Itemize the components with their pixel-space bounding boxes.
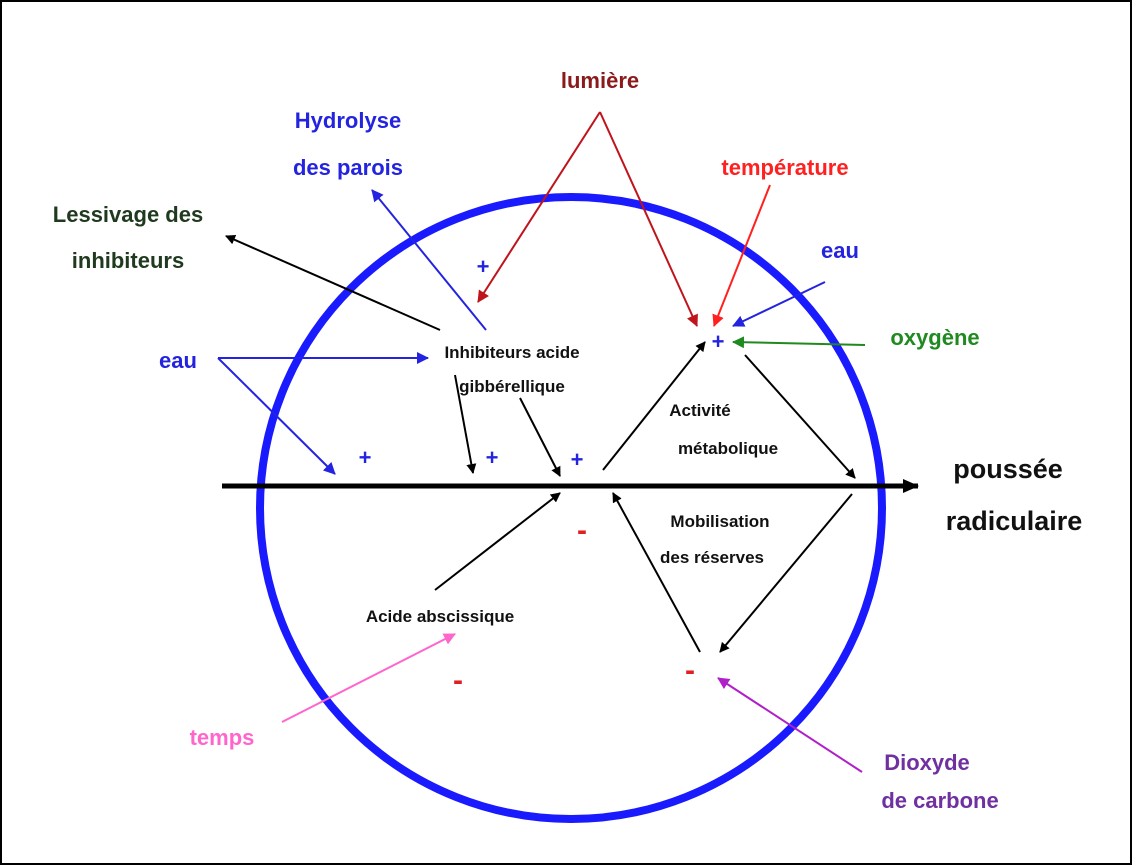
arrow	[732, 336, 866, 349]
arrow	[371, 189, 487, 331]
label: eau	[821, 238, 859, 263]
label: Mobilisation	[670, 512, 769, 531]
label: eau	[159, 348, 197, 373]
arrow	[519, 397, 561, 477]
label: inhibiteurs	[72, 248, 184, 273]
arrow	[217, 357, 336, 475]
arrow	[602, 341, 706, 471]
arrow	[454, 374, 477, 474]
plus-sign: +	[486, 445, 499, 470]
arrow	[477, 111, 601, 303]
minus-sign: -	[453, 664, 463, 697]
label: métabolique	[678, 439, 778, 458]
signs: + + + + + - - -	[359, 254, 725, 697]
labels: lumière Hydrolyse des parois température…	[53, 68, 1083, 813]
label: des parois	[293, 155, 403, 180]
label: Acide abscissique	[366, 607, 514, 626]
label: oxygène	[890, 325, 979, 350]
label: lumière	[561, 68, 639, 93]
arrows	[217, 111, 866, 773]
label: Inhibiteurs acide	[444, 343, 579, 362]
arrow	[744, 354, 856, 479]
label: gibbérellique	[459, 377, 565, 396]
seed-circle	[256, 193, 886, 823]
plus-sign: +	[712, 329, 725, 354]
arrow	[612, 492, 701, 653]
label: radiculaire	[946, 506, 1083, 536]
label: des réserves	[660, 548, 764, 567]
plus-sign: +	[359, 445, 372, 470]
label: temps	[190, 725, 255, 750]
plus-sign: +	[477, 254, 490, 279]
arrow	[434, 492, 561, 591]
arrow	[717, 677, 863, 773]
label: Lessivage des	[53, 202, 203, 227]
minus-sign: -	[577, 514, 587, 547]
label: Dioxyde	[884, 750, 970, 775]
arrow	[225, 235, 441, 331]
label: Activité	[669, 401, 730, 420]
arrow	[732, 281, 826, 327]
label: Hydrolyse	[295, 108, 401, 133]
label: poussée	[953, 454, 1063, 484]
arrow	[599, 111, 698, 327]
arrow	[719, 493, 853, 653]
label: de carbone	[881, 788, 998, 813]
plus-sign: +	[571, 447, 584, 472]
minus-sign: -	[685, 654, 695, 687]
arrow	[712, 184, 771, 327]
label: température	[721, 155, 848, 180]
arrow	[281, 633, 456, 723]
